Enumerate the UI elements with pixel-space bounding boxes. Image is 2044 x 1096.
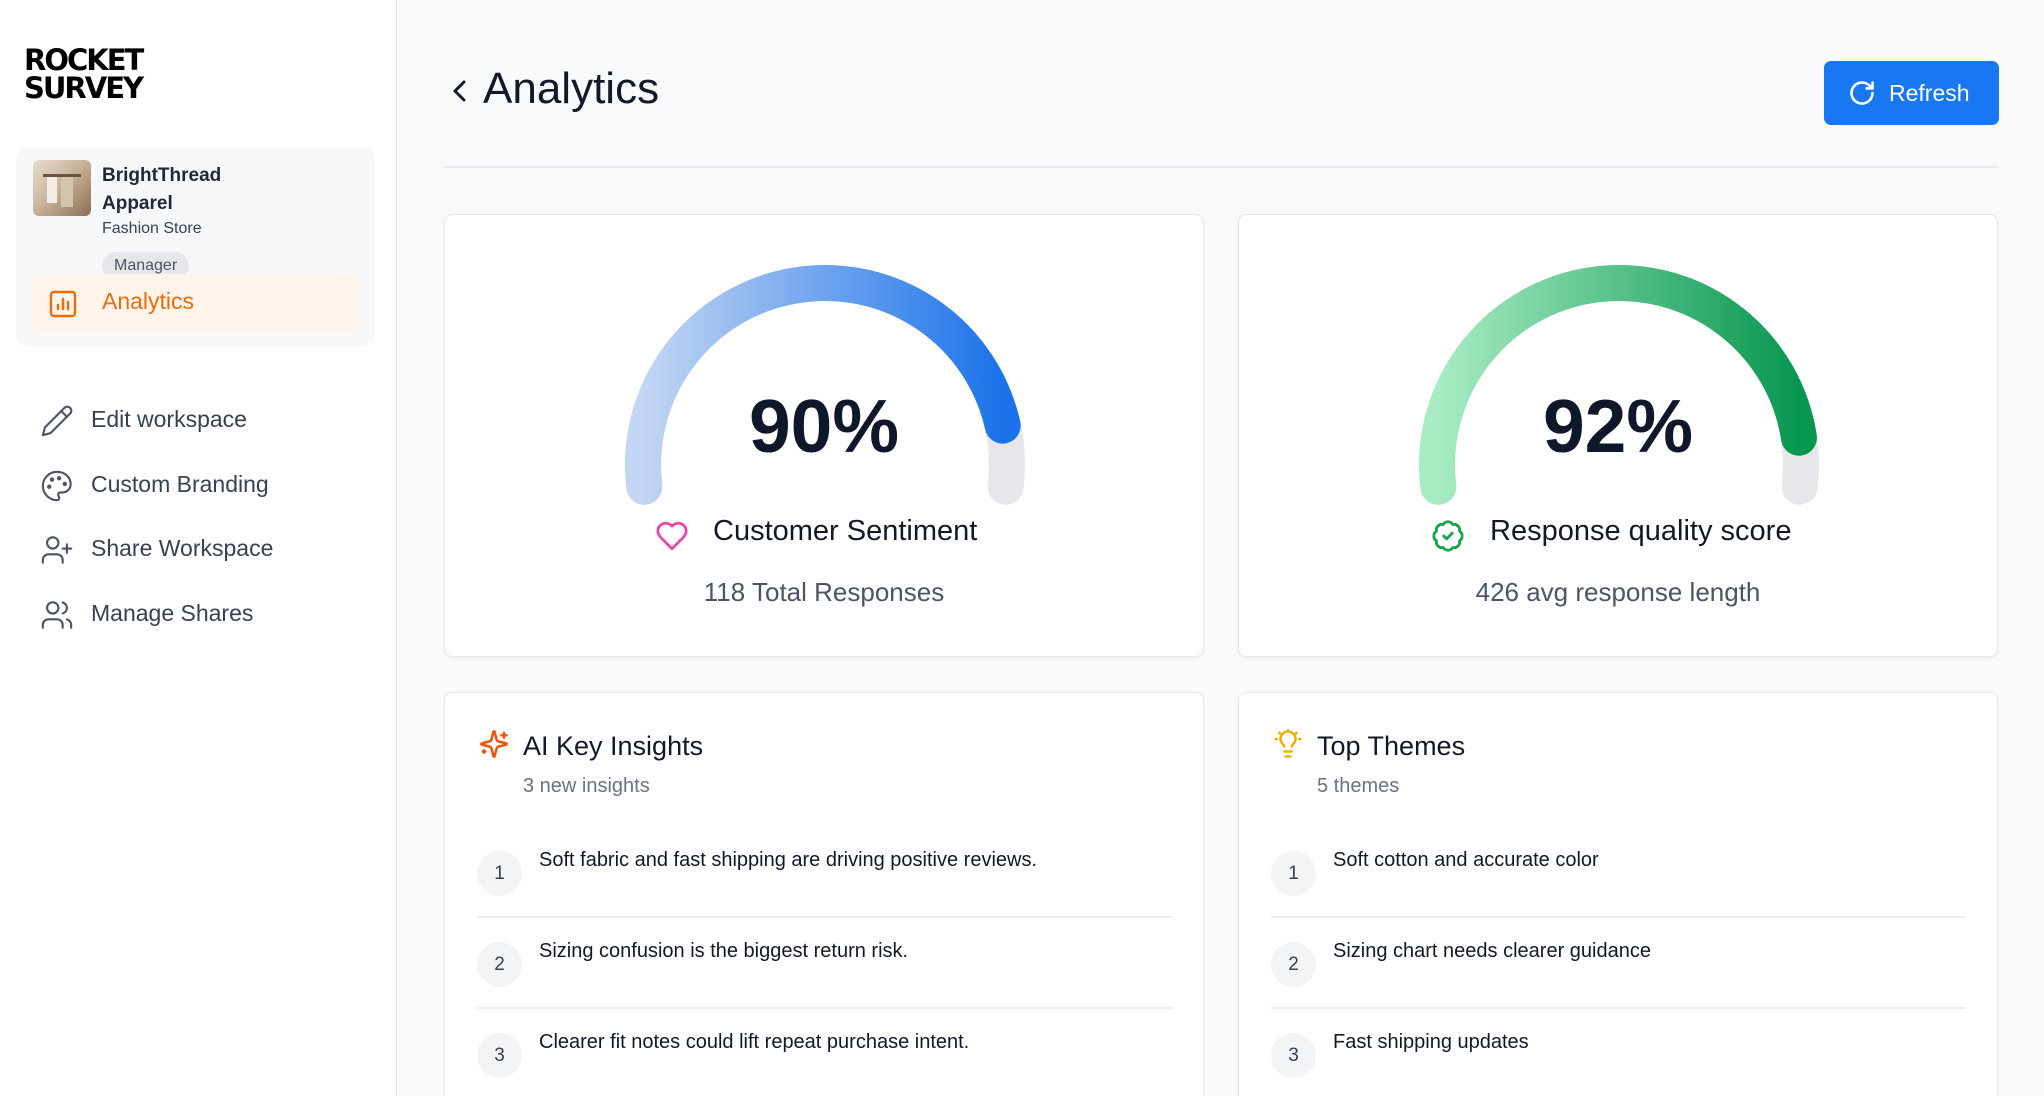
refresh-button[interactable]: Refresh — [1824, 61, 1999, 125]
lightbulb-icon — [1274, 729, 1302, 758]
header-divider — [444, 166, 1999, 168]
gauge-label: Customer Sentiment — [713, 515, 978, 547]
item-number: 2 — [1271, 942, 1316, 987]
sidebar-item-label: Share Workspace — [91, 535, 274, 561]
card-subtitle: 3 new insights — [523, 775, 650, 797]
gauge — [1419, 265, 1819, 505]
sidebar-item-label: Edit workspace — [91, 406, 247, 432]
list-item: 2 Sizing chart needs clearer guidance — [1271, 940, 1966, 1033]
list-item: 1 Soft fabric and fast shipping are driv… — [477, 849, 1172, 942]
sparkles-icon — [480, 730, 508, 758]
sidebar-item-label: Custom Branding — [91, 470, 269, 497]
response-quality-card: 92% Response quality score 426 avg respo… — [1238, 214, 1998, 657]
logo-text-bottom: SURVEY — [24, 71, 144, 105]
item-number: 3 — [1271, 1033, 1316, 1078]
bar-chart-icon — [49, 290, 77, 318]
heart-icon — [656, 521, 688, 551]
workspace-card[interactable]: BrightThread Apparel Fashion Store Manag… — [16, 148, 375, 346]
sidebar-item-label: Manage Shares — [91, 599, 254, 626]
gauge-label: Response quality score — [1490, 515, 1792, 547]
workspace-name: BrightThread Apparel — [102, 165, 222, 214]
users-icon — [41, 600, 73, 629]
pencil-icon — [41, 405, 73, 437]
sidebar-item-analytics[interactable]: Analytics — [32, 274, 359, 332]
user-plus-icon — [41, 536, 73, 564]
sidebar-item-edit-workspace[interactable]: Edit workspace — [40, 398, 360, 463]
refresh-label: Refresh — [1889, 80, 1970, 106]
row-divider — [1271, 916, 1966, 918]
item-text: Fast shipping updates — [1333, 1031, 1529, 1053]
palette-icon — [41, 470, 72, 501]
item-text: Clearer fit notes could lift repeat purc… — [539, 1031, 970, 1053]
logo-text-top: ROCKET — [24, 43, 144, 77]
gauge-fill — [625, 265, 1021, 505]
workspace-thumbnail — [33, 160, 91, 216]
sidebar-item-label: Analytics — [102, 288, 195, 314]
sidebar-item-manage-shares[interactable]: Manage Shares — [40, 592, 360, 657]
list-item: 2 Sizing confusion is the biggest return… — [477, 940, 1172, 1033]
item-number: 2 — [477, 942, 522, 987]
workspace-type: Fashion Store — [102, 220, 202, 237]
item-text: Sizing chart needs clearer guidance — [1333, 940, 1651, 962]
item-number: 1 — [1271, 851, 1316, 896]
gauge-sub: 426 avg response length — [1475, 577, 1761, 607]
gauge-value: 90% — [748, 384, 900, 468]
item-text: Soft cotton and accurate color — [1333, 849, 1599, 871]
gauge-fill — [1419, 265, 1817, 505]
sidebar: ROCKET SURVEY BrightThread Apparel Fashi… — [0, 0, 397, 1096]
rocket-survey-logo[interactable]: ROCKET SURVEY — [24, 46, 144, 103]
sidebar-nav: Edit workspace Custom Branding Share Wor… — [40, 398, 360, 656]
row-divider — [477, 1007, 1172, 1009]
ai-key-insights-card: AI Key Insights 3 new insights 1 Soft fa… — [444, 692, 1204, 1096]
sidebar-item-custom-branding[interactable]: Custom Branding — [40, 463, 360, 528]
card-subtitle: 5 themes — [1317, 775, 1400, 797]
item-text: Soft fabric and fast shipping are drivin… — [539, 849, 1038, 871]
list-item: 3 Clearer fit notes could lift repeat pu… — [477, 1031, 1172, 1096]
gauge — [625, 265, 1025, 505]
row-divider — [1271, 1007, 1966, 1009]
list-item: 3 Fast shipping updates — [1271, 1031, 1966, 1096]
item-text: Sizing confusion is the biggest return r… — [539, 940, 909, 962]
card-title: AI Key Insights — [523, 731, 704, 761]
top-themes-card: Top Themes 5 themes 1 Soft cotton and ac… — [1238, 692, 1998, 1096]
gauge-value: 92% — [1542, 384, 1694, 468]
page-title: Analytics — [483, 64, 660, 113]
refresh-icon — [1850, 81, 1874, 105]
badge-check-icon — [1432, 520, 1464, 552]
list-item: 1 Soft cotton and accurate color — [1271, 849, 1966, 942]
customer-sentiment-card: 90% Customer Sentiment 118 Total Respons… — [444, 214, 1204, 657]
back-chevron-icon[interactable] — [448, 76, 472, 106]
card-title: Top Themes — [1317, 731, 1466, 761]
gauge-sub: 118 Total Responses — [703, 577, 945, 607]
row-divider — [477, 916, 1172, 918]
sidebar-item-share-workspace[interactable]: Share Workspace — [40, 527, 360, 592]
item-number: 3 — [477, 1033, 522, 1078]
item-number: 1 — [477, 851, 522, 896]
